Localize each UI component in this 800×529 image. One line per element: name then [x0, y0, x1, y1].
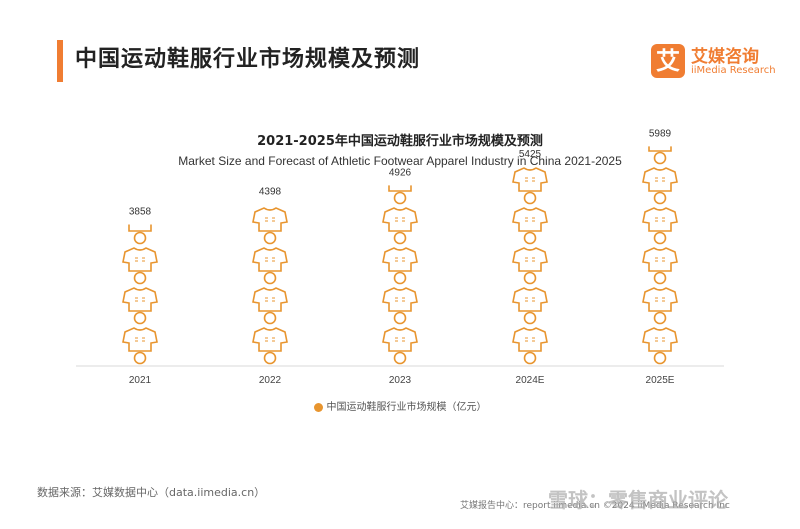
report-center-note: 艾媒报告中心：report.iimedia.cn ©2024 iiMedia R… [460, 501, 730, 511]
logo-name-cn: 艾媒咨询 [691, 47, 759, 67]
x-tick-label: 2024E [516, 375, 545, 386]
x-tick-label: 2025E [646, 375, 675, 386]
legend-label: 中国运动鞋服行业市场规模（亿元） [326, 402, 487, 413]
bar-2022 [252, 207, 288, 365]
x-tick-label: 2021 [129, 375, 152, 386]
data-label: 5989 [649, 128, 672, 139]
chart-subtitle: Market Size and Forecast of Athletic Foo… [178, 154, 622, 168]
data-source: 数据来源：艾媒数据中心（data.iimedia.cn） [37, 486, 266, 499]
title-accent-bar [57, 40, 63, 82]
data-label: 3858 [129, 207, 152, 218]
legend-marker-icon [313, 402, 323, 412]
data-label: 4398 [259, 187, 282, 198]
x-tick-label: 2022 [259, 375, 282, 386]
bar-2021 [122, 224, 158, 365]
bar-2025E [642, 146, 678, 365]
x-tick-label: 2023 [389, 375, 412, 386]
watermark: 雪球：零售商业评论 [548, 488, 728, 512]
bar-2023 [382, 185, 418, 365]
page-title: 中国运动鞋服行业市场规模及预测 [75, 47, 421, 72]
logo-name-en: iiMedia Research [691, 65, 776, 76]
data-label: 4926 [389, 167, 412, 178]
brand-logo: 艾 艾媒咨询 iiMedia Research [651, 44, 781, 80]
logo-mark-icon: 艾 [651, 44, 685, 78]
bar-2024E [512, 167, 548, 365]
chart-legend: 中国运动鞋服行业市场规模（亿元） [0, 398, 800, 413]
data-label: 5425 [519, 149, 542, 160]
chart-title: 2021-2025年中国运动鞋服行业市场规模及预测 [257, 134, 543, 149]
